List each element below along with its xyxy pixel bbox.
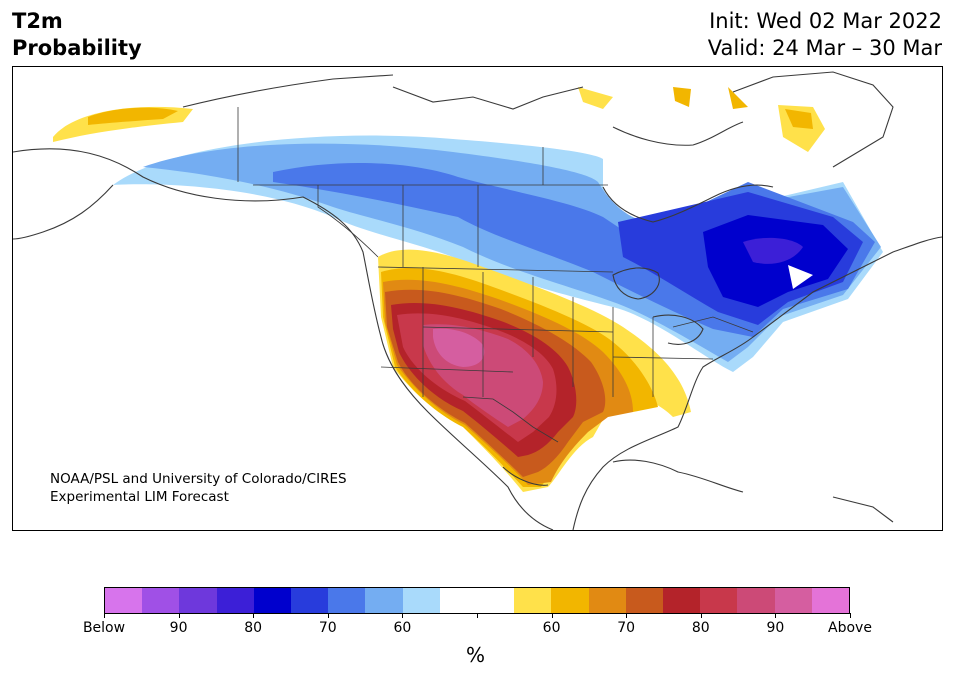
colorbar-swatch bbox=[737, 588, 775, 613]
colorbar-tick bbox=[104, 613, 105, 618]
colorbar-tick bbox=[551, 613, 553, 618]
valid-date: Valid: 24 Mar – 30 Mar bbox=[707, 36, 942, 60]
arctic-warm-patch-north bbox=[578, 87, 613, 109]
colorbar-tick-label: 90 bbox=[169, 620, 188, 636]
colorbar-swatch bbox=[253, 588, 292, 613]
colorbar-swatch bbox=[105, 588, 143, 613]
colorbar-tick-label: Below bbox=[82, 620, 126, 636]
credit-line-1: NOAA/PSL and University of Colorado/CIRE… bbox=[50, 471, 347, 487]
colorbar-swatch bbox=[365, 588, 403, 613]
colorbar-swatch bbox=[514, 588, 552, 613]
colorbar bbox=[104, 587, 850, 614]
colorbar-swatch bbox=[216, 588, 254, 613]
map-title: T2m Probability bbox=[12, 8, 142, 62]
map-credit: NOAA/PSL and University of Colorado/CIRE… bbox=[50, 470, 347, 506]
colorbar-swatch bbox=[811, 588, 850, 613]
colorbar-swatch bbox=[551, 588, 589, 613]
colorbar-tick bbox=[178, 613, 180, 618]
colorbar-tick bbox=[775, 613, 777, 618]
colorbar-unit: % bbox=[466, 643, 486, 667]
colorbar-tick bbox=[700, 613, 702, 618]
colorbar-swatch bbox=[774, 588, 812, 613]
colorbar-tick-label: 60 bbox=[393, 620, 412, 636]
colorbar-swatch bbox=[439, 588, 478, 613]
colorbar-tick bbox=[626, 613, 628, 618]
colorbar-tick-label: 80 bbox=[691, 620, 710, 636]
colorbar-swatch bbox=[328, 588, 366, 613]
colorbar-tick-label: 60 bbox=[542, 620, 561, 636]
colorbar-tick bbox=[327, 613, 329, 618]
forecast-dates: Init: Wed 02 Mar 2022 Valid: 24 Mar – 30… bbox=[708, 8, 942, 62]
political-borders bbox=[237, 107, 754, 443]
colorbar-tick bbox=[253, 613, 255, 618]
colorbar-swatch bbox=[625, 588, 664, 613]
coastlines bbox=[13, 71, 942, 530]
init-date: Init: Wed 02 Mar 2022 bbox=[709, 9, 942, 33]
probability-map: NOAA/PSL and University of Colorado/CIRE… bbox=[12, 66, 943, 531]
colorbar-tick-label: 70 bbox=[318, 620, 337, 636]
colorbar-swatch bbox=[588, 588, 626, 613]
colorbar-swatch bbox=[700, 588, 738, 613]
colorbar-tick bbox=[850, 613, 851, 618]
colorbar-swatch bbox=[477, 588, 515, 613]
colorbar-labels: Below 90 80 70 60 60 70 80 90 Above bbox=[83, 620, 872, 640]
colorbar-tick-label: 70 bbox=[617, 620, 636, 636]
colorbar-tick bbox=[402, 613, 404, 618]
title-line-1: T2m bbox=[12, 9, 63, 33]
colorbar-tick-label: 90 bbox=[766, 620, 785, 636]
colorbar-swatch bbox=[402, 588, 440, 613]
colorbar-tick-label: 80 bbox=[244, 620, 263, 636]
colorbar-tick-label: Above bbox=[828, 620, 872, 636]
colorbar-swatch bbox=[142, 588, 180, 613]
map-graphic bbox=[13, 71, 942, 530]
colorbar-swatch bbox=[291, 588, 329, 613]
colorbar-swatch bbox=[179, 588, 217, 613]
colorbar-tick bbox=[477, 613, 478, 618]
title-line-2: Probability bbox=[12, 36, 142, 60]
credit-line-2: Experimental LIM Forecast bbox=[50, 489, 229, 505]
colorbar-swatch bbox=[663, 588, 701, 613]
